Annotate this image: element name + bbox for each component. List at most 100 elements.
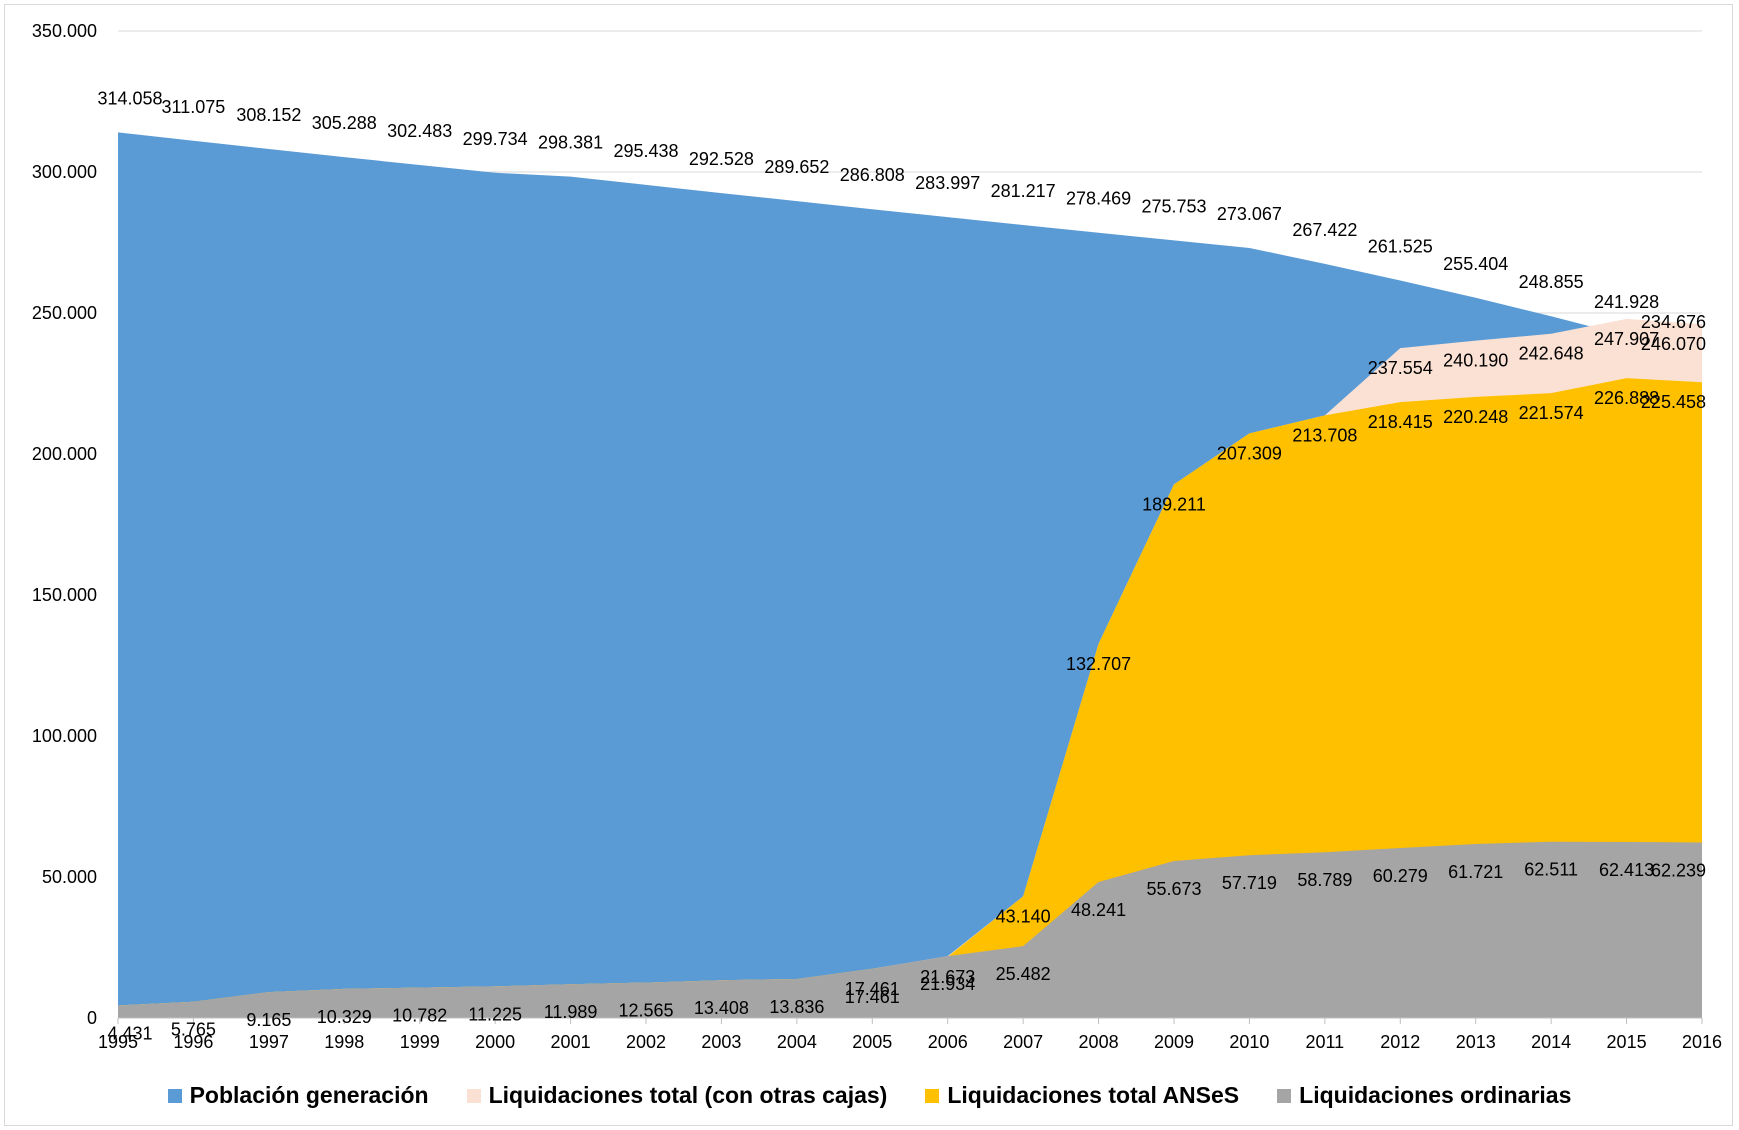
data-label: 302.483 xyxy=(387,121,452,141)
data-label: 295.438 xyxy=(613,141,678,161)
data-label: 255.404 xyxy=(1443,254,1508,274)
data-label: 283.997 xyxy=(915,173,980,193)
legend-swatch xyxy=(466,1088,481,1103)
data-label: 275.753 xyxy=(1141,196,1206,216)
data-label: 62.511 xyxy=(1524,860,1578,880)
y-tick-label: 250.000 xyxy=(32,303,97,323)
data-label: 248.855 xyxy=(1519,272,1584,292)
data-label: 55.673 xyxy=(1146,879,1201,899)
data-label: 281.217 xyxy=(991,181,1056,201)
data-label: 13.408 xyxy=(694,998,749,1018)
x-tick-label: 2003 xyxy=(701,1032,741,1052)
data-label: 13.836 xyxy=(769,997,824,1017)
data-label: 57.719 xyxy=(1222,873,1277,893)
data-label: 298.381 xyxy=(538,133,603,153)
x-tick-label: 2014 xyxy=(1531,1032,1571,1052)
x-tick-label: 2002 xyxy=(626,1032,666,1052)
y-tick-label: 350.000 xyxy=(32,21,97,41)
x-tick-label: 2008 xyxy=(1079,1032,1119,1052)
y-tick-label: 150.000 xyxy=(32,585,97,605)
data-label: 58.789 xyxy=(1297,870,1352,890)
data-label: 43.140 xyxy=(996,906,1051,926)
legend-swatch xyxy=(167,1088,182,1103)
data-label: 247.907 xyxy=(1594,329,1659,349)
data-label: 218.415 xyxy=(1368,412,1433,432)
area-liquidaciones-ordinarias xyxy=(118,841,1702,1018)
data-label: 234.676 xyxy=(1641,312,1706,332)
x-tick-label: 2015 xyxy=(1607,1032,1647,1052)
data-label: 221.574 xyxy=(1519,403,1584,423)
y-tick-label: 100.000 xyxy=(32,726,97,746)
legend-item: Población generación xyxy=(167,1082,429,1109)
data-label: 241.928 xyxy=(1594,292,1659,312)
x-tick-label: 2005 xyxy=(852,1032,892,1052)
legend-swatch xyxy=(1277,1088,1292,1103)
data-label: 10.329 xyxy=(317,1007,372,1027)
area-series xyxy=(118,132,1702,1019)
data-label: 226.888 xyxy=(1594,388,1659,408)
legend-label: Liquidaciones total ANSeS xyxy=(947,1082,1240,1108)
legend-item: Liquidaciones ordinarias xyxy=(1277,1082,1571,1109)
data-label: 132.707 xyxy=(1066,654,1131,674)
data-label: 21.934 xyxy=(920,974,975,994)
legend-item: Liquidaciones total (con otras cajas) xyxy=(466,1082,888,1109)
legend-label: Liquidaciones total (con otras cajas) xyxy=(488,1082,888,1108)
y-tick-label: 50.000 xyxy=(42,867,97,887)
x-tick-label: 2000 xyxy=(475,1032,515,1052)
y-tick-label: 300.000 xyxy=(32,162,97,182)
data-label: 25.482 xyxy=(996,964,1051,984)
data-label: 246.070 xyxy=(1641,334,1706,354)
data-label: 4.431 xyxy=(107,1024,152,1044)
data-label: 273.067 xyxy=(1217,204,1282,224)
data-label: 9.165 xyxy=(246,1010,291,1030)
data-label: 286.808 xyxy=(840,165,905,185)
x-tick-label: 2007 xyxy=(1003,1032,1043,1052)
x-tick-label: 1996 xyxy=(173,1032,213,1052)
x-tick-label: 1995 xyxy=(98,1032,138,1052)
legend-item: Liquidaciones total ANSeS xyxy=(925,1082,1239,1109)
x-tick-label: 2016 xyxy=(1682,1032,1722,1052)
x-tick-label: 2004 xyxy=(777,1032,817,1052)
data-label: 207.309 xyxy=(1217,443,1282,463)
data-label: 189.211 xyxy=(1142,494,1206,514)
data-label: 299.734 xyxy=(463,129,528,149)
x-tick-label: 1998 xyxy=(324,1032,364,1052)
x-tick-label: 2011 xyxy=(1305,1032,1344,1052)
data-label: 17.461 xyxy=(845,987,900,1007)
data-label: 311.075 xyxy=(162,97,226,117)
x-tick-label: 2010 xyxy=(1229,1032,1269,1052)
data-label: 220.248 xyxy=(1443,407,1508,427)
x-tick-label: 2001 xyxy=(551,1032,591,1052)
y-tick-label: 200.000 xyxy=(32,444,97,464)
legend: Población generación Liquidaciones total … xyxy=(0,1082,1739,1109)
x-tick-label: 1999 xyxy=(400,1032,440,1052)
x-tick-label: 2013 xyxy=(1456,1032,1496,1052)
data-label: 5.765 xyxy=(171,1020,216,1040)
data-label: 11.225 xyxy=(468,1004,522,1024)
data-label: 48.241 xyxy=(1071,900,1126,920)
legend-label: Liquidaciones ordinarias xyxy=(1299,1082,1572,1108)
data-label: 225.458 xyxy=(1641,392,1706,412)
axes: 0 50.000 100.000 150.000 200.000 250.000 300.0… xyxy=(32,21,1722,1052)
data-label: 261.525 xyxy=(1368,236,1433,256)
data-label: 61.721 xyxy=(1448,862,1503,882)
y-tick-label: 0 xyxy=(87,1008,97,1028)
data-label: 11.989 xyxy=(544,1002,598,1022)
x-tick-label: 1997 xyxy=(249,1032,289,1052)
data-label: 60.279 xyxy=(1373,866,1428,886)
data-label: 12.565 xyxy=(618,1001,673,1021)
x-tick-label: 2006 xyxy=(928,1032,968,1052)
data-label: 62.239 xyxy=(1651,860,1706,880)
data-label: 289.652 xyxy=(764,157,829,177)
data-labels: 314.058 311.075 308.152 305.288 302.483 299.7… xyxy=(97,88,1706,1043)
data-label: 21.673 xyxy=(920,967,975,987)
x-tick-label: 2009 xyxy=(1154,1032,1194,1052)
x-tick-label: 2012 xyxy=(1380,1032,1420,1052)
data-label: 267.422 xyxy=(1292,220,1357,240)
data-label: 10.782 xyxy=(392,1006,447,1026)
data-label: 278.469 xyxy=(1066,189,1131,209)
data-label: 62.413 xyxy=(1599,860,1654,880)
data-label: 240.190 xyxy=(1443,351,1508,371)
data-label: 17.461 xyxy=(845,979,900,999)
